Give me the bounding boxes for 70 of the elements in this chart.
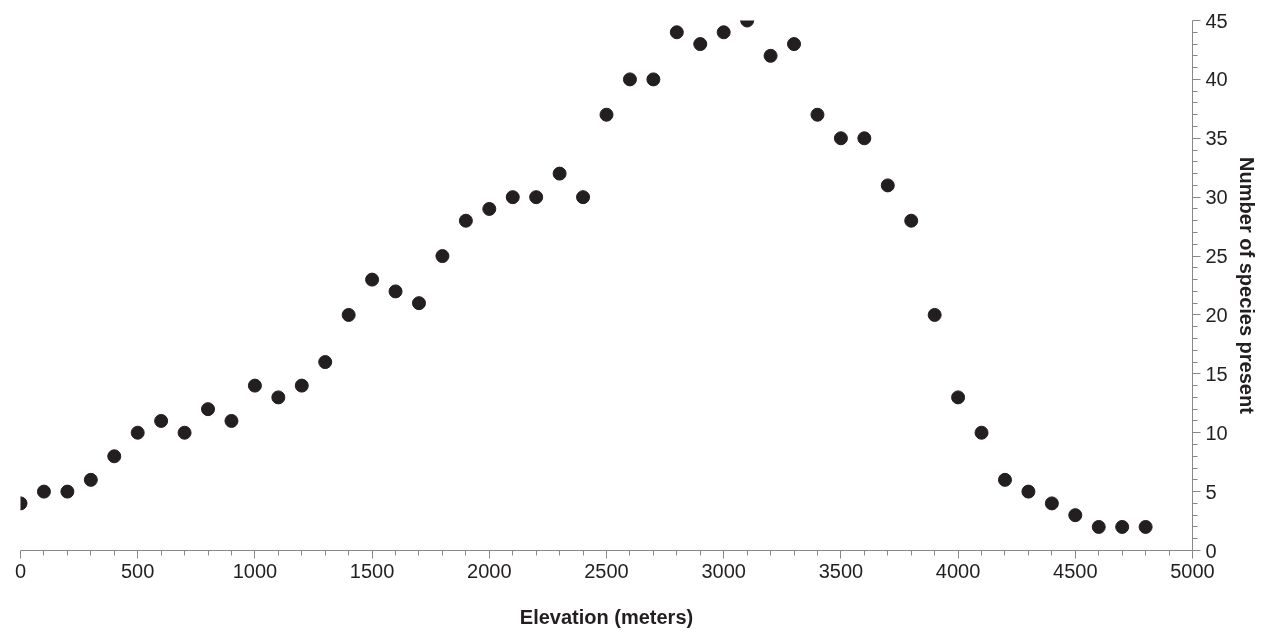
point [529, 190, 544, 205]
point [622, 72, 637, 87]
x-tick-label: 0 [14, 559, 27, 582]
y-tick-label: 0 [1205, 539, 1217, 562]
point [294, 378, 309, 393]
x-tick-label: 1000 [232, 559, 278, 582]
point [1021, 484, 1036, 499]
point [763, 48, 778, 63]
point [177, 425, 192, 440]
y-tick-label: 10 [1205, 421, 1228, 444]
x-tick-label: 5000 [1170, 559, 1215, 582]
x-tick-label: 3000 [701, 559, 746, 582]
y-tick-label: 35 [1205, 127, 1228, 150]
point [810, 107, 825, 122]
point [341, 307, 356, 322]
point [247, 378, 262, 393]
y-tick-label: 30 [1205, 186, 1228, 209]
point [505, 190, 520, 205]
point [271, 390, 286, 405]
point [201, 402, 216, 417]
y-tick-label: 5 [1205, 480, 1217, 503]
x-tick-label: 4500 [1053, 559, 1098, 582]
point [927, 307, 942, 322]
y-tick-label: 45 [1205, 9, 1228, 32]
point [1115, 519, 1130, 534]
point [669, 25, 684, 40]
point [552, 166, 567, 181]
point [458, 213, 473, 228]
point [365, 272, 380, 287]
point [599, 107, 614, 122]
point [130, 425, 145, 440]
point [997, 472, 1012, 487]
y-tick-label: 15 [1205, 362, 1228, 385]
x-tick-label: 2500 [584, 559, 629, 582]
point [388, 284, 403, 299]
point [1091, 519, 1106, 534]
point [833, 131, 848, 146]
point [974, 425, 989, 440]
point [482, 201, 497, 216]
point [36, 484, 51, 499]
x-tick-label: 3500 [818, 559, 864, 582]
point [1044, 496, 1059, 511]
point [60, 484, 75, 499]
point [576, 190, 591, 205]
point [411, 296, 426, 311]
y-tick-label: 20 [1205, 303, 1228, 326]
x-tick-label: 1500 [349, 559, 395, 582]
point [787, 37, 802, 52]
point [435, 249, 450, 264]
x-tick-label: 500 [121, 559, 155, 582]
point [318, 355, 333, 370]
point [716, 25, 731, 40]
y-axis-title: Number of species present [1235, 157, 1258, 415]
x-axis-title: Elevation (meters) [519, 605, 694, 628]
point [693, 37, 708, 52]
point [1068, 508, 1083, 523]
point [154, 413, 169, 428]
point [951, 390, 966, 405]
y-tick-label: 40 [1205, 68, 1228, 91]
point [224, 413, 239, 428]
x-tick-label: 2000 [467, 559, 512, 582]
point [857, 131, 872, 146]
point [904, 213, 919, 228]
point [1138, 519, 1153, 534]
x-tick-label: 4000 [935, 559, 981, 582]
point [880, 178, 895, 193]
point [646, 72, 661, 87]
point [107, 449, 122, 464]
y-tick-label: 25 [1205, 245, 1228, 268]
point [83, 472, 98, 487]
